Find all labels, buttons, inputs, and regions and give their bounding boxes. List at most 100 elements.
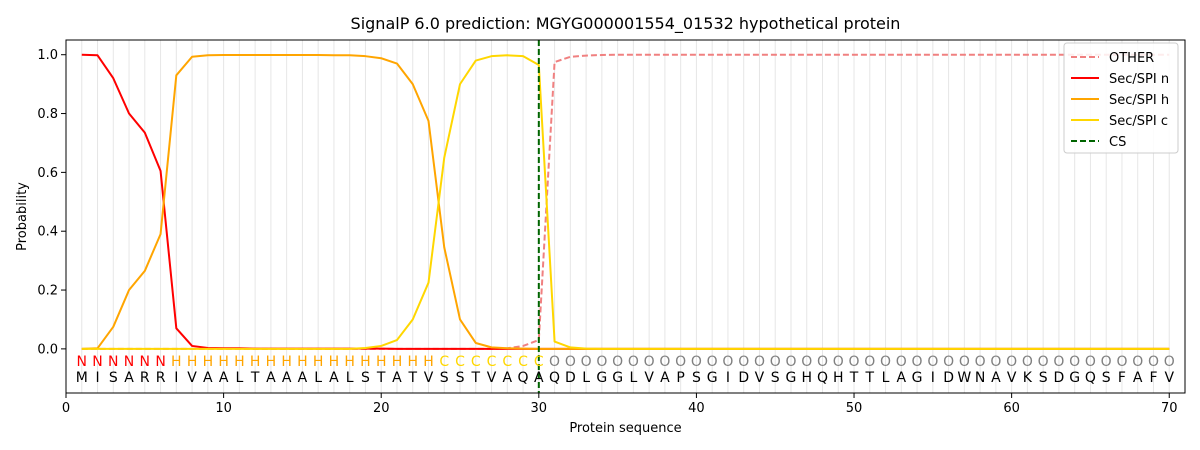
region-label: N [140,354,150,370]
y-tick-label: 0.4 [37,225,58,240]
residue-letter: L [346,370,354,386]
legend-entry-label: CS [1109,135,1126,150]
region-label: O [1085,354,1096,370]
residue-letter: L [882,370,890,386]
residue-letter: V [487,370,497,386]
region-label: C [487,354,497,370]
y-tick-label: 0.8 [37,107,58,122]
residue-letter: D [943,370,954,386]
region-label: O [990,354,1001,370]
residue-letter: S [109,370,118,386]
residue-letter: A [124,370,134,386]
chart-title: SignalP 6.0 prediction: MGYG000001554_01… [351,14,901,34]
residue-letter: A [392,370,402,386]
region-label: O [612,354,623,370]
region-label: H [313,354,324,370]
region-label: O [1132,354,1143,370]
region-label: N [108,354,118,370]
residue-letter: R [140,370,150,386]
region-label: O [1101,354,1112,370]
x-tick-label: 70 [1161,401,1178,416]
series-sec-spi-n-line [81,53,1170,350]
residue-letter: L [314,370,322,386]
residue-letter: A [298,370,308,386]
residue-letter: Q [1085,370,1096,386]
region-label: H [329,354,340,370]
region-label: H [171,354,182,370]
residue-letter: H [801,370,812,386]
residue-letter: V [1007,370,1017,386]
region-label: O [1053,354,1064,370]
residue-letter: S [1102,370,1111,386]
region-label: O [628,354,639,370]
region-label: O [565,354,576,370]
residue-letter: M [76,370,88,386]
legend-entry-label: Sec/SPI h [1109,93,1169,108]
region-label: O [707,354,718,370]
legend: OTHER Sec/SPI n Sec/SPI h Sec/SPI c CS [1063,42,1179,154]
region-label: O [912,354,923,370]
region-label: C [471,354,481,370]
region-label: O [722,354,733,370]
residue-letter: A [219,370,229,386]
residue-letter: L [235,370,243,386]
region-label: H [407,354,418,370]
x-tick-label: 50 [846,401,863,416]
residue-letter: D [1054,370,1065,386]
residue-letter: T [470,370,480,386]
region-label: O [927,354,938,370]
region-label: O [801,354,812,370]
region-label: O [754,354,765,370]
residue-letter: S [1039,370,1048,386]
residue-letter: P [676,370,684,386]
residue-letter: Q [817,370,828,386]
region-label: H [344,354,355,370]
series-other-line [81,53,1170,350]
residue-letter: A [282,370,292,386]
legend-entry-label: OTHER [1109,51,1154,66]
series-layer [81,40,1170,393]
region-label: O [581,354,592,370]
region-label: C [439,354,449,370]
residue-letter: G [612,370,623,386]
axes: 0 10 20 30 40 50 60 70 0.0 0.2 0.4 0.6 0.8 1.0 [37,48,1177,416]
region-label: O [675,354,686,370]
residue-letter: S [771,370,780,386]
region-label: O [785,354,796,370]
region-label: O [1069,354,1080,370]
residue-letter: V [424,370,434,386]
residue-letter: G [786,370,797,386]
residue-letter: I [931,370,935,386]
region-label: O [1164,354,1175,370]
region-label: O [1038,354,1049,370]
region-label: O [896,354,907,370]
x-tick-label: 40 [688,401,705,416]
residue-letter: S [456,370,465,386]
residue-letter: G [1069,370,1080,386]
residue-letter: I [95,370,99,386]
x-tick-label: 0 [62,401,70,416]
region-label: C [502,354,512,370]
series-sec-spi-h-line [81,54,1170,350]
residue-letter: G [912,370,923,386]
x-axis-label: Protein sequence [569,421,681,436]
residue-letter: T [865,370,875,386]
region-label: O [549,354,560,370]
residue-letter: V [755,370,765,386]
region-label: H [392,354,403,370]
residue-letter: A [660,370,670,386]
residue-letter: I [726,370,730,386]
residue-letter: G [707,370,718,386]
y-tick-label: 1.0 [37,48,58,63]
residue-letter: W [957,370,971,386]
region-label: O [1022,354,1033,370]
residue-letter: H [833,370,844,386]
residue-letter: A [534,370,544,386]
region-label: O [975,354,986,370]
residue-letter: V [187,370,197,386]
region-label: H [423,354,434,370]
residue-letter: Q [549,370,560,386]
region-label: O [849,354,860,370]
residue-letter: L [582,370,590,386]
